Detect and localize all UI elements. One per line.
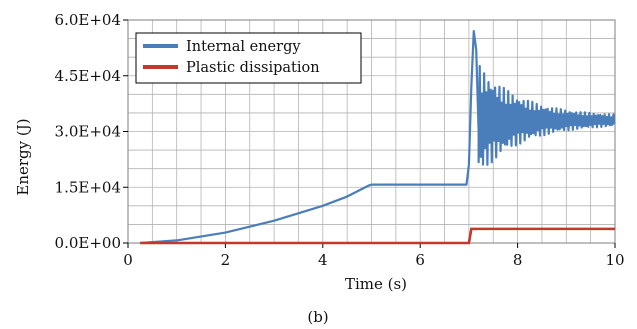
legend-label-internal-energy: Internal energy (186, 39, 301, 55)
x-axis-ticks: 0 2 4 6 8 10 (123, 243, 625, 269)
x-tick-label: 6 (415, 251, 425, 269)
y-tick-label: 0.0E+00 (55, 234, 121, 252)
x-tick-label: 4 (318, 251, 328, 269)
x-axis-label: Time (s) (345, 275, 407, 293)
y-tick-label: 1.5E+04 (55, 178, 121, 196)
x-tick-label: 8 (513, 251, 523, 269)
legend: Internal energy Plastic dissipation (135, 32, 362, 84)
x-tick-label: 0 (123, 251, 133, 269)
legend-label-plastic-dissipation: Plastic dissipation (186, 60, 320, 76)
series-line-internal-energy (140, 30, 616, 245)
y-tick-label: 6.0E+04 (55, 11, 121, 29)
series-layer (140, 30, 616, 245)
y-tick-label: 3.0E+04 (55, 123, 121, 141)
y-tick-label: 4.5E+04 (55, 67, 121, 85)
x-tick-label: 10 (605, 251, 624, 269)
y-axis-ticks: 0.0E+00 1.5E+04 3.0E+04 4.5E+04 6.0E+04 (55, 11, 128, 252)
legend-box (135, 32, 362, 84)
x-tick-label: 2 (221, 251, 231, 269)
y-axis-label: Energy (J) (14, 118, 32, 195)
figure-caption: (b) (307, 308, 328, 326)
series-line-plastic-dissipation (140, 227, 615, 245)
